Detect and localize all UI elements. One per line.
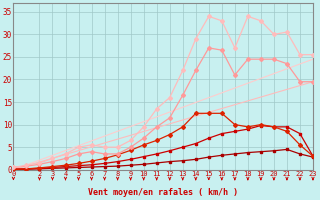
X-axis label: Vent moyen/en rafales ( km/h ): Vent moyen/en rafales ( km/h ) xyxy=(88,188,238,197)
